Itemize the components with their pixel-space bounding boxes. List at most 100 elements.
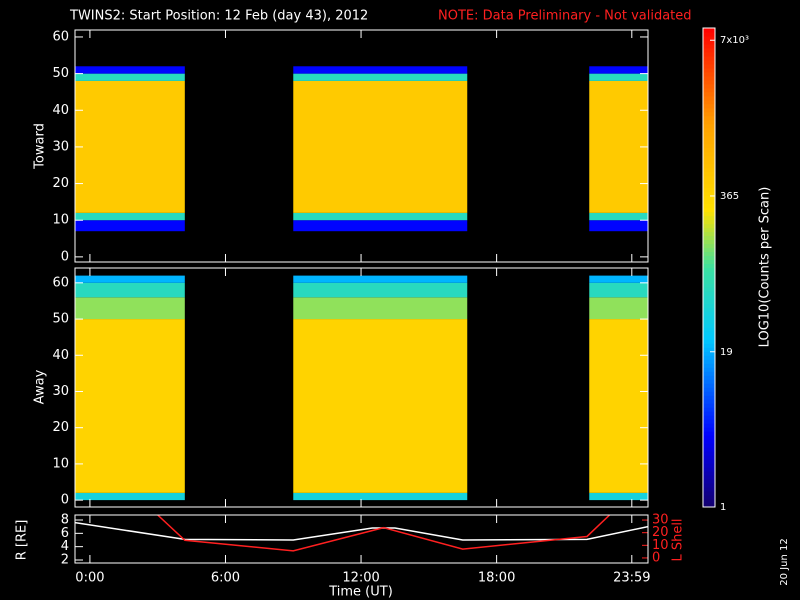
colorbar-swatch bbox=[703, 135, 715, 141]
count-band bbox=[589, 492, 648, 501]
colorbar-swatch bbox=[703, 107, 715, 113]
count-band bbox=[589, 319, 648, 493]
colorbar-swatch bbox=[703, 491, 715, 496]
colorbar-swatch bbox=[703, 359, 715, 364]
colorbar-swatch bbox=[703, 123, 715, 129]
colorbar-swatch bbox=[703, 407, 715, 412]
colorbar-swatch bbox=[703, 203, 715, 209]
count-band bbox=[75, 275, 185, 283]
y2-tick-label: 20 bbox=[652, 525, 669, 540]
colorbar-swatch bbox=[703, 323, 715, 328]
x-tick-label: 0:00 bbox=[75, 571, 104, 586]
colorbar-swatch bbox=[703, 247, 715, 253]
colorbar-tick-label: 1 bbox=[720, 502, 726, 513]
colorbar-swatch bbox=[703, 263, 715, 268]
count-band bbox=[75, 220, 185, 232]
y-tick-label: 60 bbox=[52, 29, 69, 44]
count-band bbox=[75, 282, 185, 298]
colorbar-swatch bbox=[703, 483, 715, 488]
colorbar-swatch bbox=[703, 459, 715, 464]
count-band bbox=[75, 319, 185, 493]
colorbar-swatch bbox=[703, 175, 715, 181]
colorbar-swatch bbox=[703, 279, 715, 284]
colorbar-swatch bbox=[703, 255, 715, 261]
x-tick-label: 6:00 bbox=[211, 571, 240, 586]
count-band bbox=[589, 66, 648, 74]
y2-tick-label: 10 bbox=[652, 538, 669, 553]
colorbar-swatch bbox=[703, 427, 715, 432]
plot-area bbox=[75, 275, 648, 501]
colorbar-swatch bbox=[703, 131, 715, 137]
colorbar-swatch bbox=[703, 275, 715, 280]
colorbar-swatch bbox=[703, 28, 715, 33]
colorbar-swatch bbox=[703, 215, 715, 221]
y-tick-label: 2 bbox=[61, 553, 69, 568]
colorbar-swatch bbox=[703, 259, 715, 265]
colorbar-swatch bbox=[703, 503, 715, 508]
colorbar-swatch bbox=[703, 299, 715, 304]
colorbar-swatch bbox=[703, 435, 715, 440]
colorbar-swatch bbox=[703, 443, 715, 448]
colorbar-swatch bbox=[703, 51, 715, 57]
y-axis-label: R [RE] bbox=[15, 520, 30, 561]
y-tick-label: 40 bbox=[52, 103, 69, 118]
colorbar-swatch bbox=[703, 171, 715, 177]
count-band bbox=[589, 212, 648, 221]
colorbar-swatch bbox=[703, 91, 715, 97]
count-band bbox=[75, 212, 185, 221]
y-tick-label: 60 bbox=[52, 275, 69, 290]
colorbar-swatch bbox=[703, 187, 715, 193]
plot-area bbox=[75, 515, 648, 552]
colorbar-swatch bbox=[703, 395, 715, 400]
y-tick-label: 30 bbox=[52, 139, 69, 154]
colorbar-swatch bbox=[703, 87, 715, 93]
colorbar-swatch bbox=[703, 151, 715, 157]
count-band bbox=[589, 73, 648, 81]
colorbar-swatch bbox=[703, 127, 715, 133]
colorbar-swatch bbox=[703, 111, 715, 117]
y2-tick-label: 0 bbox=[652, 550, 660, 565]
colorbar-swatch bbox=[703, 495, 715, 500]
colorbar-swatch bbox=[703, 375, 715, 380]
colorbar-swatch bbox=[703, 39, 715, 45]
y-tick-label: 6 bbox=[61, 526, 69, 541]
colorbar-swatch bbox=[703, 167, 715, 173]
colorbar-swatch bbox=[703, 231, 715, 237]
colorbar-swatch bbox=[703, 479, 715, 484]
colorbar-swatch bbox=[703, 499, 715, 504]
count-band bbox=[75, 66, 185, 74]
y-tick-label: 8 bbox=[61, 513, 69, 528]
colorbar-swatch bbox=[703, 227, 715, 233]
colorbar-swatch bbox=[703, 183, 715, 189]
colorbar-swatch bbox=[703, 199, 715, 205]
colorbar-swatch bbox=[703, 159, 715, 165]
y2-axis-label: L Shell bbox=[671, 518, 686, 561]
count-band bbox=[589, 282, 648, 298]
colorbar-swatch bbox=[703, 115, 715, 121]
colorbar-swatch bbox=[703, 475, 715, 480]
colorbar-swatch bbox=[703, 471, 715, 476]
count-band bbox=[589, 80, 648, 213]
series-line bbox=[75, 521, 648, 541]
colorbar-swatch bbox=[703, 67, 715, 73]
count-band bbox=[75, 492, 185, 501]
x-tick-label: 23:59 bbox=[613, 571, 650, 586]
count-band bbox=[293, 66, 468, 74]
colorbar-swatch bbox=[703, 487, 715, 492]
colorbar-swatch bbox=[703, 99, 715, 105]
colorbar-swatch bbox=[703, 143, 715, 149]
colorbar-swatch bbox=[703, 75, 715, 81]
colorbar-swatch bbox=[703, 347, 715, 352]
colorbar-swatch bbox=[703, 287, 715, 292]
colorbar-swatch bbox=[703, 103, 715, 109]
colorbar-swatch bbox=[703, 335, 715, 340]
colorbar-swatch bbox=[703, 307, 715, 312]
colorbar-swatch bbox=[703, 315, 715, 320]
colorbar-swatch bbox=[703, 155, 715, 161]
y-tick-label: 40 bbox=[52, 348, 69, 363]
colorbar-swatch bbox=[703, 271, 715, 276]
colorbar-swatch bbox=[703, 71, 715, 77]
colorbar-label: LOG10(Counts per Scan) bbox=[758, 187, 773, 348]
y-tick-label: 0 bbox=[61, 493, 69, 508]
colorbar-swatch bbox=[703, 95, 715, 101]
